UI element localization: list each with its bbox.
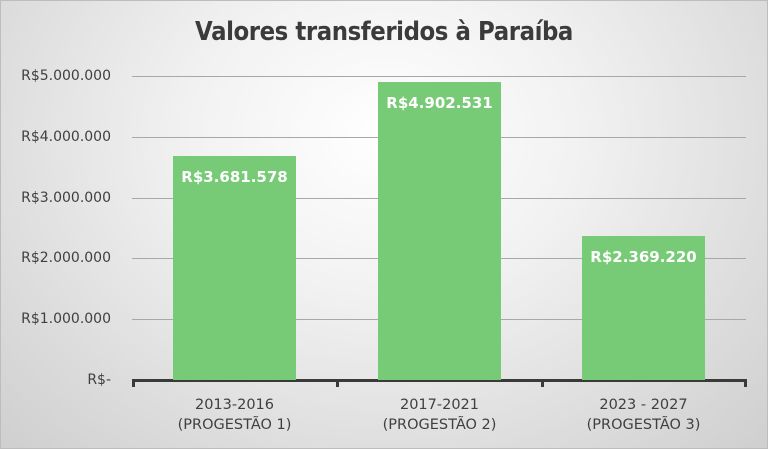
x-category-label: 2017-2021 (PROGESTÃO 2): [338, 395, 542, 435]
y-tick-label: R$2.000.000: [21, 250, 111, 266]
x-category-period: 2013-2016: [194, 397, 275, 413]
y-tick-label: R$3.000.000: [21, 190, 111, 206]
data-label: R$2.369.220: [590, 248, 697, 266]
x-category-program: (PROGESTÃO 1): [177, 417, 292, 433]
x-category-program: (PROGESTÃO 3): [586, 417, 701, 433]
x-category-program: (PROGESTÃO 2): [382, 417, 497, 433]
x-axis-tick: [541, 379, 544, 387]
y-tick-label: R$4.000.000: [21, 129, 111, 145]
data-label: R$4.902.531: [386, 94, 493, 112]
data-label: R$3.681.578: [181, 168, 288, 186]
y-tick-label: R$-: [87, 372, 111, 388]
bar: R$4.902.531: [378, 82, 501, 380]
y-tick-label: R$5.000.000: [21, 68, 111, 84]
x-category-period: 2017-2021: [399, 397, 480, 413]
bar: R$2.369.220: [582, 236, 705, 380]
x-axis-line: [132, 379, 746, 382]
x-axis-tick: [744, 379, 747, 387]
x-category-period: 2023 - 2027: [599, 397, 688, 413]
x-category-label: 2023 - 2027 (PROGESTÃO 3): [542, 395, 746, 435]
gridline: [132, 76, 746, 77]
x-axis-tick: [336, 379, 339, 387]
x-axis-tick: [132, 379, 135, 387]
bar: R$3.681.578: [173, 156, 296, 380]
y-tick-label: R$1.000.000: [21, 311, 111, 327]
chart-title: Valores transferidos à Paraíba: [195, 17, 573, 47]
x-category-label: 2013-2016 (PROGESTÃO 1): [133, 395, 337, 435]
